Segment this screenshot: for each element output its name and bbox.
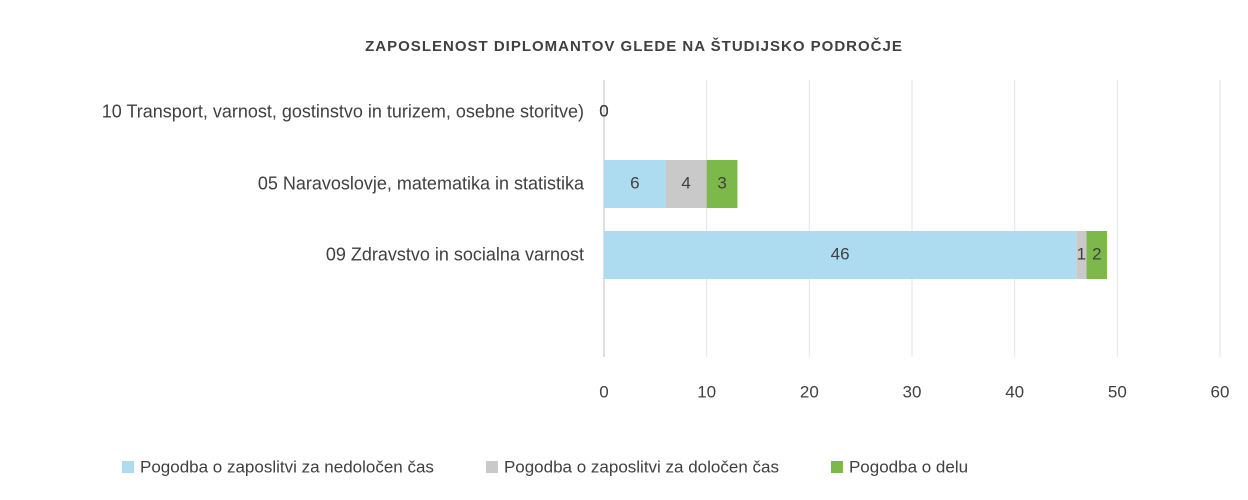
data-label: 1 — [1077, 244, 1086, 263]
bar-segment — [1086, 231, 1108, 279]
data-label: 46 — [831, 244, 850, 263]
legend-swatch — [485, 461, 498, 473]
legend-swatch — [122, 461, 134, 473]
legend-label: Pogodba o zaposlitvi za nedoločen čas — [140, 457, 434, 476]
x-tick-label: 20 — [800, 382, 819, 401]
data-label: 2 — [1092, 244, 1101, 263]
x-tick-label: 30 — [903, 382, 922, 401]
data-label: 0 — [599, 101, 608, 120]
x-tick-label: 40 — [1005, 382, 1024, 401]
bar-segment — [665, 160, 707, 208]
x-tick-label: 10 — [697, 382, 716, 401]
data-label: 4 — [681, 173, 690, 192]
data-label: 0 — [599, 101, 608, 120]
bar-segment — [706, 160, 738, 208]
bar-segment — [604, 231, 1077, 279]
x-tick-label: 50 — [1108, 382, 1127, 401]
y-tick-label: 05 Naravoslovje, matematika in statistik… — [257, 173, 584, 194]
chart-title: ZAPOSLENOST DIPLOMANTOV GLEDE NA ŠTUDIJS… — [365, 37, 903, 55]
bar-segment — [604, 160, 666, 208]
data-label: 6 — [630, 173, 639, 192]
y-tick-label: 10 Transport, varnost, gostinstvo in tur… — [101, 101, 584, 122]
legend-label: Pogodba o zaposlitvi za določen čas — [504, 457, 779, 476]
data-label: 0 — [599, 101, 608, 120]
legend-swatch — [830, 461, 843, 473]
legend-label: Pogodba o delu — [849, 457, 968, 476]
bar-segment — [1076, 231, 1087, 279]
y-tick-label: 09 Zdravstvo in socialna varnost — [325, 244, 584, 265]
x-tick-label: 60 — [1211, 382, 1230, 401]
data-label: 3 — [717, 173, 726, 192]
x-tick-label: 0 — [599, 382, 608, 401]
